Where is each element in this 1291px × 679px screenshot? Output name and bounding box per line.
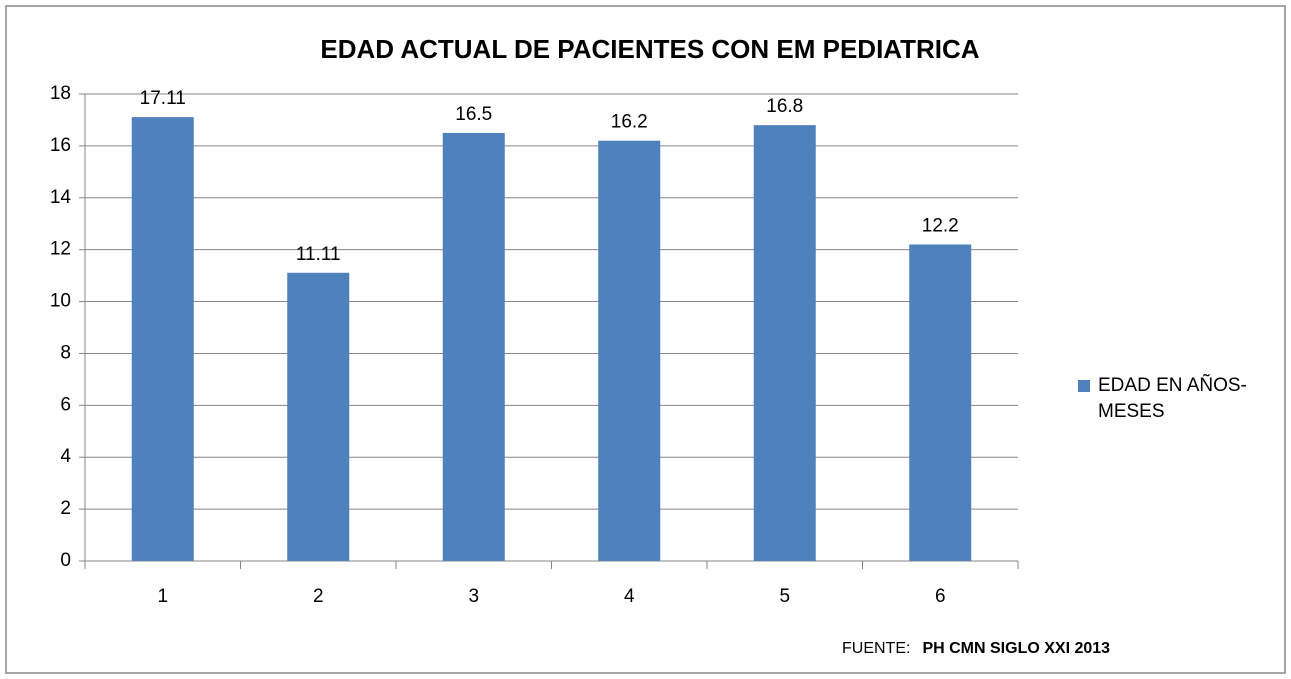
y-tick-label: 2: [60, 498, 71, 519]
bar: [131, 117, 194, 562]
y-tick-label: 4: [60, 446, 71, 467]
y-tick-label: 12: [50, 239, 71, 260]
y-tick-label: 8: [60, 342, 71, 363]
bar: [909, 244, 972, 561]
x-tick-label: 3: [468, 586, 479, 607]
x-tick-label: 5: [779, 586, 790, 607]
y-tick-label: 0: [60, 550, 71, 571]
x-tick-label: 2: [313, 586, 324, 607]
x-tick-label: 1: [157, 586, 168, 607]
bar: [287, 272, 350, 561]
data-label: 16.8: [766, 96, 803, 117]
y-tick-label: 14: [50, 187, 72, 208]
bar: [598, 140, 661, 561]
legend-swatch: [1078, 380, 1090, 392]
source-label: FUENTE:: [842, 640, 911, 657]
y-tick-label: 10: [50, 291, 71, 312]
y-tick-label: 6: [60, 394, 71, 415]
source-note: FUENTE: PH CMN SIGLO XXI 2013: [842, 640, 1110, 658]
data-label: 11.11: [296, 244, 341, 265]
legend-label: EDAD EN AÑOS-MESES: [1098, 375, 1247, 422]
source: PH CMN SIGLO XXI 2013: [922, 640, 1111, 657]
x-tick-label: 6: [935, 586, 946, 607]
data-label: 16.5: [455, 104, 492, 125]
bar: [442, 132, 505, 561]
y-tick-label: 18: [50, 83, 71, 104]
data-label: 17.11: [140, 88, 186, 109]
data-label: 12.2: [922, 215, 959, 236]
legend: EDAD EN AÑOS-MESES: [1078, 373, 1268, 425]
bar: [753, 125, 816, 561]
chart-title: EDAD ACTUAL DE PACIENTES CON EM PEDIATRI…: [320, 34, 979, 64]
x-tick-label: 4: [624, 586, 635, 607]
data-label: 16.2: [611, 112, 648, 133]
y-tick-label: 16: [50, 135, 71, 156]
